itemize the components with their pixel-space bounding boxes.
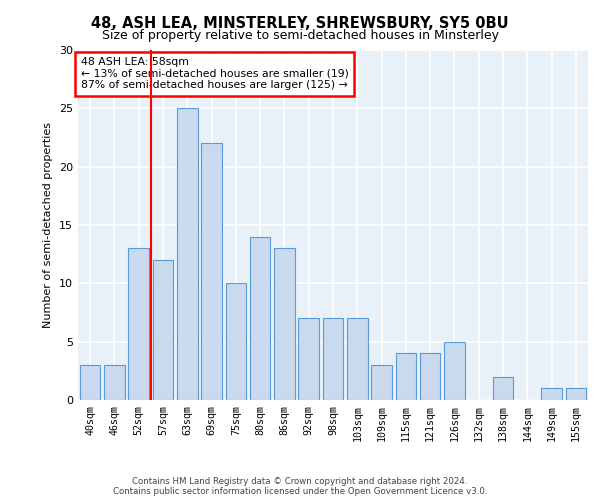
Bar: [177, 108, 197, 400]
Bar: [128, 248, 149, 400]
Bar: [347, 318, 368, 400]
Bar: [371, 365, 392, 400]
Bar: [201, 144, 222, 400]
Text: Contains HM Land Registry data © Crown copyright and database right 2024.
Contai: Contains HM Land Registry data © Crown c…: [113, 476, 487, 496]
Y-axis label: Number of semi-detached properties: Number of semi-detached properties: [43, 122, 53, 328]
Bar: [298, 318, 319, 400]
Bar: [323, 318, 343, 400]
Bar: [152, 260, 173, 400]
Bar: [226, 284, 246, 400]
Bar: [420, 354, 440, 400]
Bar: [541, 388, 562, 400]
Bar: [274, 248, 295, 400]
Bar: [566, 388, 586, 400]
Text: 48 ASH LEA: 58sqm
← 13% of semi-detached houses are smaller (19)
87% of semi-det: 48 ASH LEA: 58sqm ← 13% of semi-detached…: [80, 57, 349, 90]
Bar: [104, 365, 125, 400]
Bar: [444, 342, 465, 400]
Bar: [80, 365, 100, 400]
Bar: [395, 354, 416, 400]
Text: Size of property relative to semi-detached houses in Minsterley: Size of property relative to semi-detach…: [101, 29, 499, 42]
Bar: [493, 376, 514, 400]
Bar: [250, 236, 271, 400]
Text: 48, ASH LEA, MINSTERLEY, SHREWSBURY, SY5 0BU: 48, ASH LEA, MINSTERLEY, SHREWSBURY, SY5…: [91, 16, 509, 31]
